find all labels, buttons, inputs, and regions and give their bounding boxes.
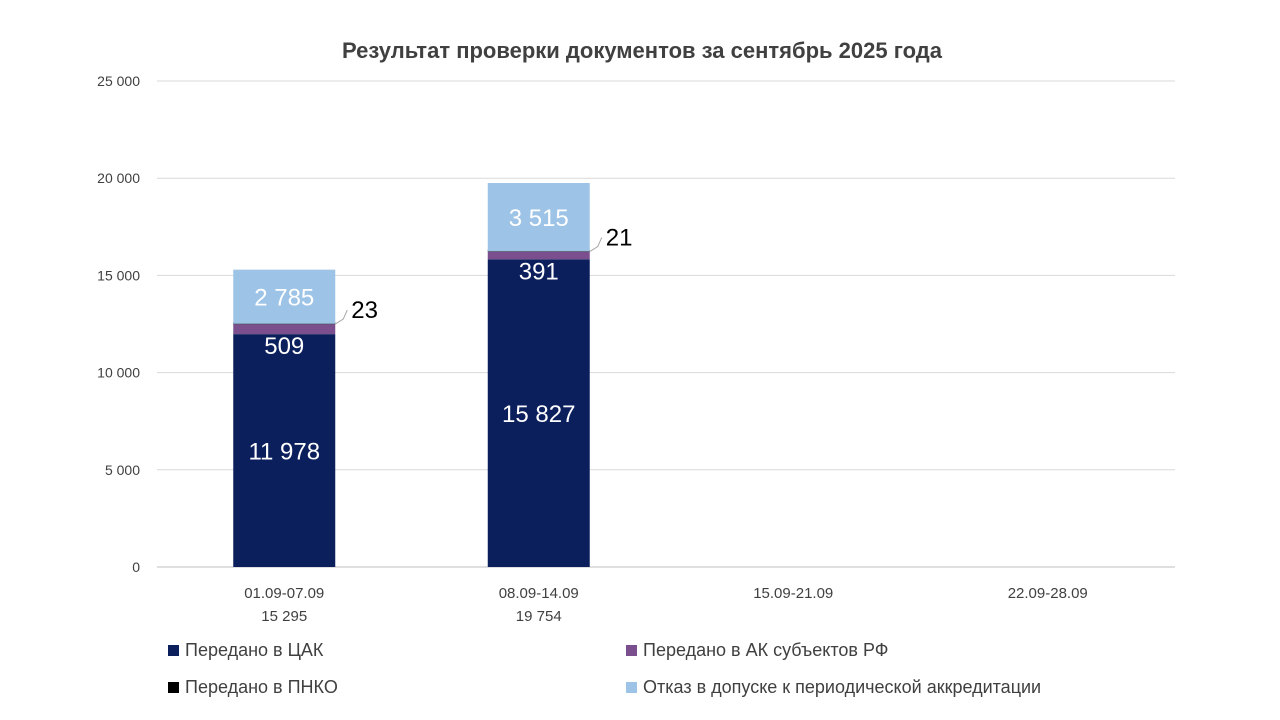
bar-segment [487, 251, 590, 260]
legend-item: Передано в ЦАК [168, 640, 323, 661]
x-tick-total: 19 754 [516, 608, 562, 625]
bar-segment [233, 324, 336, 335]
x-tick-total: 15 295 [261, 608, 307, 625]
data-label: 11 978 [248, 439, 320, 466]
data-label: 15 827 [502, 401, 575, 428]
chart: Результат проверки документов за сентябр… [97, 38, 1175, 625]
leader-line [334, 309, 348, 325]
legend-label: Отказ в допуске к периодической аккредит… [643, 677, 1042, 697]
legend-label: Передано в АК субъектов РФ [643, 640, 889, 660]
data-label: 21 [606, 225, 633, 252]
chart-title: Результат проверки документов за сентябр… [342, 38, 943, 63]
legend-swatch [626, 682, 637, 693]
y-tick-label: 0 [132, 559, 140, 575]
y-tick-label: 10 000 [97, 365, 140, 381]
x-axis: 01.09-07.09 15 295 08.09-14.09 19 754 15.09-… [244, 585, 1088, 625]
bar-segment [487, 259, 590, 567]
leader-line [589, 237, 603, 252]
legend-item: Передано в ПНКО [168, 677, 338, 698]
legend-item: Отказ в допуске к периодической аккредит… [626, 677, 1041, 698]
legend-item: Передано в АК субъектов РФ [626, 640, 888, 661]
y-axis: 0 5 000 10 000 15 000 20 000 25 000 [97, 73, 140, 575]
y-tick-label: 15 000 [97, 267, 140, 283]
x-tick-label: 15.09-21.09 [753, 585, 833, 602]
data-labels: 11 978 509 23 2 785 15 827 391 21 3 515 [248, 205, 632, 465]
x-tick-label: 01.09-07.09 [244, 585, 324, 602]
legend-swatch [168, 682, 179, 693]
bar-segment [233, 269, 336, 324]
data-label: 23 [351, 297, 378, 324]
legend-label: Передано в ПНКО [185, 677, 338, 697]
legend-swatch [626, 645, 637, 656]
bar-segment [233, 334, 336, 567]
data-label: 391 [519, 258, 559, 285]
legend: Передано в ЦАК Передано в АК субъектов РФ… [168, 636, 1168, 716]
bar-segment [487, 182, 590, 252]
legend-swatch [168, 645, 179, 656]
data-label: 509 [264, 333, 304, 360]
x-tick-label: 22.09-28.09 [1008, 585, 1088, 602]
y-tick-label: 25 000 [97, 73, 140, 89]
data-label: 2 785 [254, 285, 314, 312]
data-label: 3 515 [509, 205, 569, 232]
legend-label: Передано в ЦАК [185, 640, 324, 660]
y-tick-label: 5 000 [105, 462, 140, 478]
bars [233, 182, 590, 567]
y-tick-label: 20 000 [97, 170, 140, 186]
x-tick-label: 08.09-14.09 [499, 585, 579, 602]
